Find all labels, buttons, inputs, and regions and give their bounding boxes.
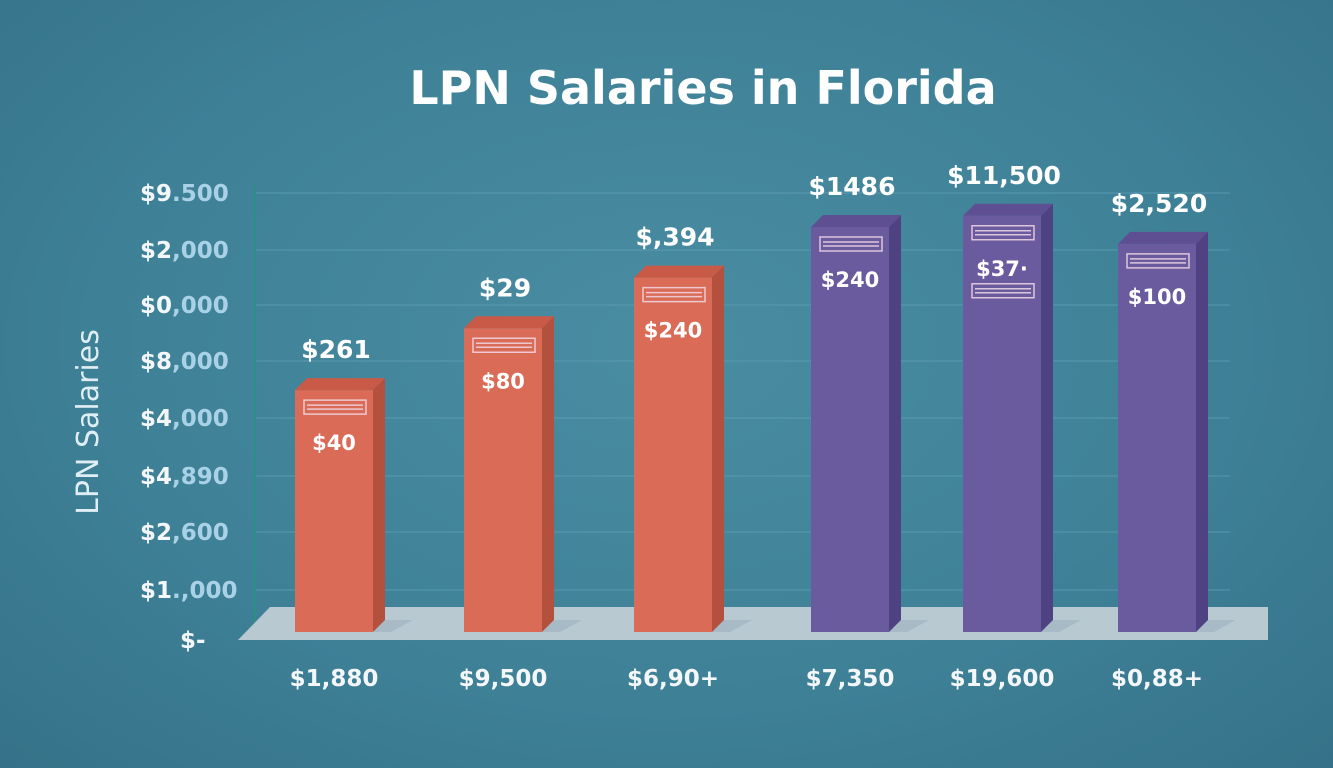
y-tick-rest: .500	[172, 181, 229, 207]
bar	[464, 328, 542, 632]
bar-shadow	[889, 620, 929, 632]
bar-shadow	[373, 620, 413, 632]
y-tick-main: $1	[140, 578, 172, 604]
y-tick-rest: ,000	[172, 406, 229, 432]
bar-top	[634, 265, 724, 278]
bar-top	[963, 203, 1053, 216]
gridlines	[255, 192, 1230, 591]
bar-top-label: $2,520	[1111, 189, 1207, 218]
bar-side	[1196, 231, 1208, 632]
y-tick-label: $2,000	[140, 238, 229, 264]
bar-shadow	[542, 620, 582, 632]
bar-shadow	[1041, 620, 1081, 632]
bar-group: $80 $29	[464, 273, 582, 632]
x-tick-label: $1,880	[290, 666, 379, 692]
bar-inner-label: $100	[1128, 285, 1186, 309]
y-tick-label: $2,600	[140, 520, 229, 546]
y-tick-rest: ,600	[172, 520, 229, 546]
y-tick-rest: ,000	[172, 349, 229, 375]
bars: $40 $261 $80 $29 $240 $,394 $240 $1486 $37· $11,5…	[295, 161, 1236, 632]
bar	[1118, 243, 1196, 632]
y-tick-label: $9.500	[140, 181, 229, 207]
y-tick-rest: ,000	[172, 238, 229, 264]
x-tick-label: $19,600	[950, 666, 1055, 692]
bar	[963, 215, 1041, 632]
bar-group: $37· $11,500	[947, 161, 1081, 632]
bar-top	[811, 215, 901, 227]
y-tick-main: $-	[180, 628, 206, 654]
y-tick-label: $4,890	[140, 464, 229, 490]
bar-group: $240 $1486	[809, 172, 929, 632]
y-tick-main: $9	[140, 181, 172, 207]
bar-shadow	[1196, 620, 1236, 632]
y-tick-main: $2	[140, 238, 172, 264]
y-tick-rest: .,000	[172, 578, 238, 604]
bar	[295, 390, 373, 632]
y-tick-main: $4	[140, 406, 172, 432]
bar-top-label: $261	[301, 335, 371, 364]
y-tick-main: $2	[140, 520, 172, 546]
bar-tag	[1126, 253, 1190, 269]
bar-top	[464, 316, 554, 329]
bar-inner-label: $240	[821, 268, 879, 292]
bar-tag	[642, 286, 706, 303]
bar-inner-label: $240	[644, 319, 702, 343]
bar-side	[889, 215, 901, 632]
y-tick-label: $8,000	[140, 349, 229, 375]
bar-inner-label: $37·	[976, 257, 1028, 281]
bar-side	[542, 316, 554, 632]
y-tick-label: $1.,000	[140, 578, 238, 604]
y-tick-label: $-	[180, 628, 206, 654]
x-tick-label: $9,500	[459, 666, 548, 692]
y-tick-main: $0	[140, 293, 172, 319]
bar-side	[373, 378, 385, 632]
bar-group: $100 $2,520	[1111, 189, 1236, 632]
y-tick-main: $4	[140, 464, 172, 490]
bar-side	[1041, 203, 1053, 632]
x-tick-label: $7,350	[806, 666, 895, 692]
x-tick-label: $0,88+	[1111, 666, 1203, 692]
bar-top	[1118, 231, 1208, 244]
bar-tag	[971, 283, 1035, 299]
y-tick-rest: ,000	[172, 293, 229, 319]
y-tick-label: $4,000	[140, 406, 229, 432]
bar-top-label: $29	[479, 273, 531, 302]
y-tick-labels: $9.500$2,000$0,000$8,000$4,000$4,890$2,6…	[140, 181, 238, 654]
y-axis-label: LPN Salaries	[71, 329, 106, 515]
bar-tag	[819, 236, 883, 252]
bar-tag	[971, 225, 1035, 241]
bar-tag	[472, 337, 536, 353]
bar-top-label: $11,500	[947, 161, 1061, 190]
x-tick-labels: $1,880 $9,500 $6,90+ $7,350 $19,600 $0,88+	[290, 666, 1203, 692]
bar-group: $240 $,394	[634, 223, 752, 632]
chart-title: LPN Salaries in Florida	[409, 61, 996, 115]
y-tick-label: $0,000	[140, 293, 229, 319]
bar-tag	[303, 399, 367, 415]
bar-inner-label: $80	[481, 369, 525, 393]
bar-top-label: $1486	[809, 172, 896, 201]
bar-shadow	[712, 620, 752, 632]
bar-group: $40 $261	[295, 335, 413, 632]
bar	[811, 227, 889, 632]
x-tick-label: $6,90+	[627, 666, 719, 692]
y-tick-main: $8	[140, 349, 172, 375]
bar-top-label: $,394	[635, 223, 714, 252]
bar-inner-label: $40	[312, 431, 356, 455]
bar	[634, 277, 712, 632]
bar-side	[712, 265, 724, 632]
y-tick-rest: ,890	[172, 464, 229, 490]
bar-top	[295, 378, 385, 391]
